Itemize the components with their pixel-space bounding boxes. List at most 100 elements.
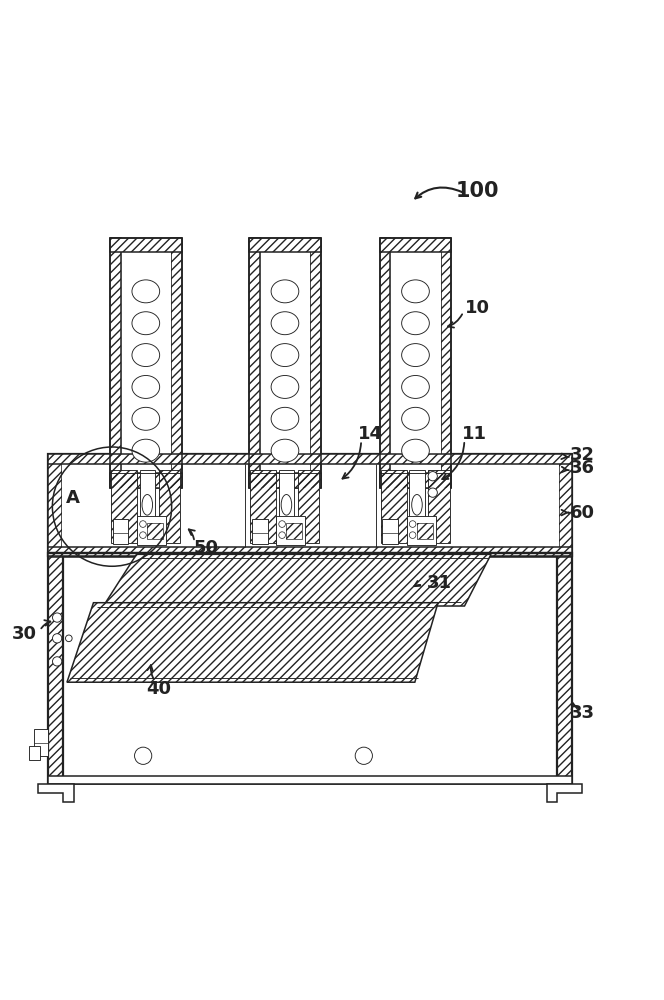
Bar [29, 746, 41, 760]
Circle shape [428, 472, 438, 481]
Text: 11: 11 [462, 425, 487, 443]
Bar [110, 238, 181, 252]
Ellipse shape [402, 439, 430, 462]
Circle shape [355, 747, 373, 764]
Bar [380, 238, 390, 488]
Circle shape [139, 521, 146, 527]
Ellipse shape [132, 280, 159, 303]
Bar [48, 454, 572, 556]
Bar [48, 553, 63, 784]
Bar [441, 238, 452, 488]
Text: 40: 40 [146, 680, 171, 698]
Bar [407, 516, 436, 545]
Bar [390, 238, 441, 488]
Bar [62, 464, 558, 547]
Bar [121, 238, 171, 488]
Bar [286, 523, 302, 539]
Circle shape [135, 747, 152, 764]
Text: 60: 60 [570, 504, 595, 522]
Bar [381, 470, 407, 543]
Bar [382, 519, 398, 544]
Bar [249, 238, 260, 488]
Bar [558, 454, 572, 556]
Bar [252, 519, 268, 544]
Bar [380, 473, 452, 488]
Bar [276, 516, 305, 545]
Bar [380, 238, 452, 252]
Bar [110, 238, 121, 488]
Ellipse shape [271, 280, 299, 303]
Ellipse shape [132, 407, 159, 430]
Text: 10: 10 [465, 299, 490, 317]
Ellipse shape [271, 407, 299, 430]
Circle shape [428, 488, 438, 497]
Bar [137, 516, 166, 545]
Bar [171, 238, 181, 488]
Bar [110, 238, 181, 252]
Bar [249, 473, 321, 488]
Bar [417, 523, 433, 539]
Polygon shape [104, 554, 491, 606]
Circle shape [52, 613, 62, 622]
Text: 36: 36 [570, 459, 595, 477]
Bar [249, 238, 260, 488]
Ellipse shape [271, 439, 299, 462]
Bar [279, 470, 294, 543]
Bar [48, 553, 63, 784]
Circle shape [409, 532, 416, 538]
Text: 50: 50 [194, 539, 218, 557]
Bar [441, 238, 452, 488]
Bar [48, 547, 572, 556]
Circle shape [409, 521, 416, 527]
Bar [260, 238, 310, 488]
Circle shape [52, 657, 62, 666]
Bar [286, 523, 302, 539]
Ellipse shape [402, 407, 430, 430]
Bar [48, 454, 572, 464]
Circle shape [66, 635, 72, 642]
Text: 30: 30 [12, 625, 37, 643]
Bar [139, 470, 155, 543]
Circle shape [139, 532, 146, 538]
Bar [428, 470, 450, 543]
Bar [249, 238, 321, 252]
Bar [159, 470, 180, 543]
Ellipse shape [132, 312, 159, 335]
Circle shape [52, 634, 62, 643]
Polygon shape [39, 784, 74, 802]
Bar [250, 470, 276, 543]
Bar [112, 470, 137, 543]
Bar [380, 238, 390, 488]
Bar [428, 470, 450, 543]
Ellipse shape [271, 344, 299, 367]
Ellipse shape [132, 375, 159, 398]
Bar [147, 523, 163, 539]
Text: 33: 33 [570, 704, 595, 722]
Bar [380, 238, 452, 252]
Ellipse shape [402, 280, 430, 303]
Ellipse shape [402, 312, 430, 335]
Bar [417, 523, 433, 539]
Bar [171, 238, 181, 488]
Bar [557, 553, 572, 784]
Bar [48, 776, 572, 784]
Ellipse shape [412, 495, 422, 515]
Bar [48, 454, 62, 556]
Bar [250, 470, 276, 543]
Ellipse shape [402, 344, 430, 367]
Bar [113, 519, 128, 544]
Bar [48, 454, 62, 556]
Bar [410, 470, 424, 543]
Polygon shape [67, 603, 438, 682]
Ellipse shape [402, 375, 430, 398]
Text: 14: 14 [358, 425, 383, 443]
Bar [110, 473, 181, 488]
Bar [557, 553, 572, 784]
Circle shape [279, 532, 286, 538]
Text: 32: 32 [570, 446, 595, 464]
Ellipse shape [142, 495, 153, 515]
Ellipse shape [271, 312, 299, 335]
Text: A: A [66, 489, 80, 507]
Bar [159, 470, 180, 543]
Bar [249, 473, 321, 488]
